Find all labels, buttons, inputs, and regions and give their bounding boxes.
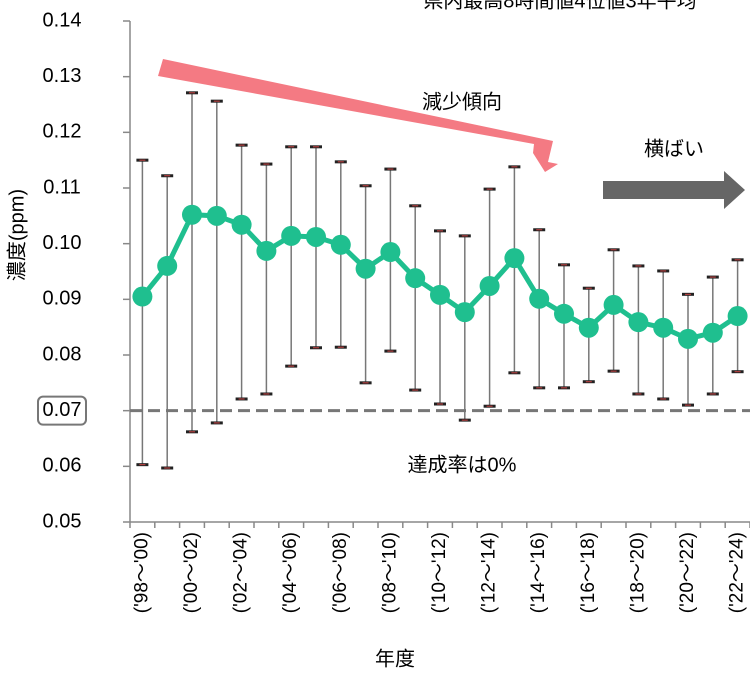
y-tick-label: 0.13 [43, 65, 82, 87]
data-point [628, 312, 649, 333]
x-tick-label: ('04～'06) [280, 532, 301, 613]
y-tick-label: 0.05 [43, 510, 82, 532]
y-tick-label: 0.11 [43, 176, 80, 198]
data-point [256, 240, 277, 261]
x-tick-label: ('00～'02) [181, 532, 202, 613]
y-tick-label: 0.07 [43, 399, 82, 421]
x-tick-label: ('22～'24) [727, 532, 748, 613]
x-tick-label: ('06～'08) [330, 532, 351, 613]
y-tick-label: 0.09 [43, 288, 82, 310]
data-point [702, 322, 723, 343]
x-tick-label: ('02～'04) [231, 532, 252, 613]
data-point [678, 328, 698, 349]
x-tick-label: ('10～'12) [429, 532, 450, 613]
annotation: 減少傾向 [422, 90, 502, 113]
highlight-box [37, 395, 87, 426]
data-point [132, 286, 153, 307]
annotation: 達成率は0% [408, 453, 517, 476]
y-tick-label: 0.10 [43, 232, 82, 254]
data-point [231, 214, 252, 235]
x-axis-label: 年度 [375, 647, 415, 670]
data-point [355, 258, 376, 279]
y-tick-label: 0.06 [43, 455, 82, 477]
y-tick-label: 0.08 [43, 343, 82, 365]
data-point [182, 204, 202, 225]
chart-title: 県内最高8時間値4位値3年平均 [423, 0, 696, 12]
x-tick-label: ('12～'14) [479, 532, 500, 613]
data-point [380, 242, 401, 263]
x-tick-label: ('98～'00) [131, 532, 152, 613]
x-tick-label: ('20～'22) [677, 532, 698, 613]
data-point [504, 248, 525, 269]
data-point [529, 288, 550, 309]
data-point [603, 294, 624, 315]
decrease-arrow [158, 59, 558, 172]
data-point [653, 317, 674, 338]
y-tick-label: 0.14 [43, 9, 82, 31]
y-axis-label: 濃度(ppm) [5, 189, 28, 281]
data-point [157, 255, 178, 276]
data-point [281, 225, 302, 246]
data-point [330, 234, 351, 255]
data-point [554, 303, 574, 324]
x-tick-label: ('16～'18) [578, 532, 599, 613]
x-tick-label: ('14～'16) [528, 532, 549, 613]
annotation: 横ばい [644, 137, 704, 160]
data-point [479, 275, 500, 296]
data-point [405, 268, 426, 289]
data-point [206, 205, 227, 226]
y-tick-label: 0.12 [43, 121, 82, 143]
data-point [430, 284, 450, 305]
x-tick-label: ('08～'10) [379, 532, 400, 613]
data-point [306, 226, 326, 247]
data-point [727, 306, 748, 327]
flat-arrow [603, 171, 745, 209]
x-tick-label: ('18～'20) [627, 532, 648, 613]
data-point [454, 302, 475, 323]
data-point [578, 317, 599, 338]
